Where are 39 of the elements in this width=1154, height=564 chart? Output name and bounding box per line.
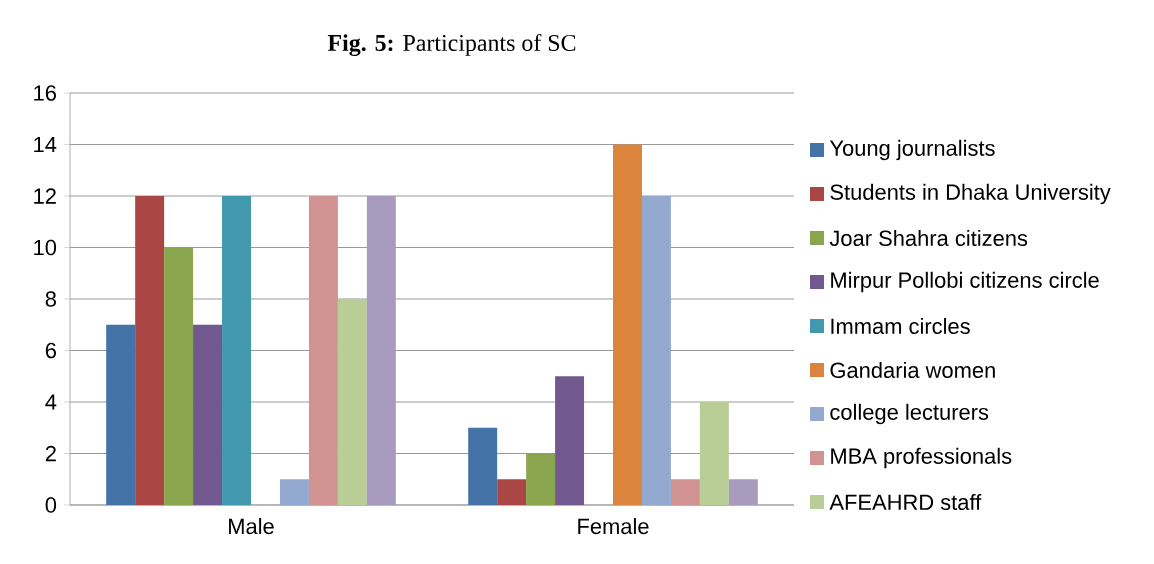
legend-label: Mirpur Pollobi citizens circle xyxy=(831,271,1099,293)
legend-label: AFEAHRD staff xyxy=(829,493,982,511)
bar xyxy=(366,195,396,505)
bar xyxy=(497,479,527,505)
legend-label: MBA professionals xyxy=(831,447,1012,469)
bar xyxy=(555,376,585,505)
legend-label: Joar Shahra citizens xyxy=(829,229,1028,247)
bar xyxy=(193,324,223,505)
chart-title: Fig. 5: Participants of SC xyxy=(327,33,576,57)
y-tick-label: 2 xyxy=(45,445,56,462)
legend-label: Young journalists xyxy=(829,139,995,161)
y-tick-label: 0 xyxy=(45,497,57,513)
bar xyxy=(135,195,165,505)
y-tick-label: 14 xyxy=(34,136,57,153)
bar xyxy=(641,195,671,505)
y-tick-label: 10 xyxy=(34,239,57,256)
bar xyxy=(337,298,367,505)
bar xyxy=(106,324,136,505)
y-tick-label: 12 xyxy=(34,188,56,204)
y-tick-label: 8 xyxy=(45,291,56,307)
bar xyxy=(613,144,642,505)
bar xyxy=(164,247,194,505)
y-tick-label: 6 xyxy=(45,342,56,359)
bar xyxy=(468,427,498,505)
y-tick-label: 4 xyxy=(45,394,57,410)
bar xyxy=(222,195,251,505)
bar xyxy=(526,453,556,505)
legend-label: college lecturers xyxy=(830,403,989,425)
legend-label: Gandaria women xyxy=(830,361,995,379)
bar xyxy=(308,195,338,505)
legend-label: Students in Dhaka University xyxy=(830,183,1111,205)
x-tick-label: Female xyxy=(578,518,649,535)
bar xyxy=(699,402,729,505)
legend-label: Immam circles xyxy=(831,317,970,335)
bar xyxy=(279,479,309,505)
bar xyxy=(728,479,758,505)
bar xyxy=(670,479,700,505)
y-tick-label: 16 xyxy=(34,85,56,101)
x-tick-label: Male xyxy=(229,518,274,535)
